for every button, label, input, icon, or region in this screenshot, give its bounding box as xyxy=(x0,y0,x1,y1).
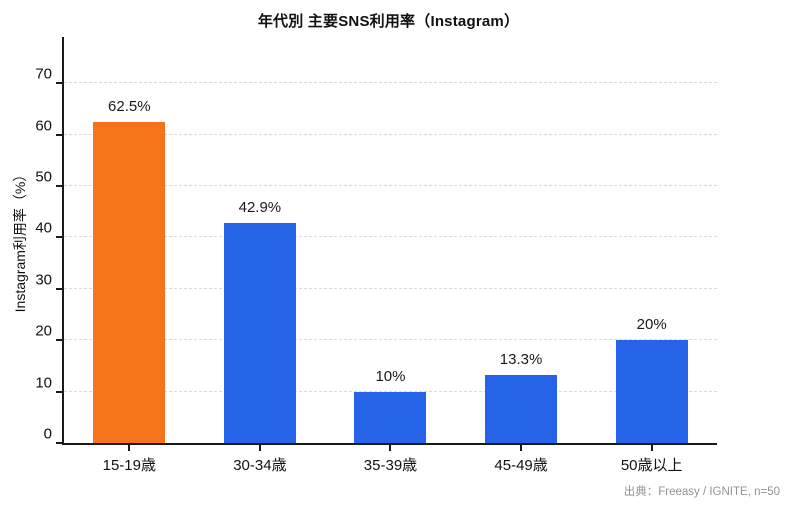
x-tick-label: 15-19歳 xyxy=(102,457,156,474)
x-axis-tick xyxy=(520,445,523,451)
gridline xyxy=(64,236,717,238)
y-axis-tick xyxy=(56,287,64,290)
x-tick-label: 30-34歳 xyxy=(233,457,287,474)
gridline xyxy=(64,185,717,187)
gridline xyxy=(64,287,717,289)
x-axis-tick xyxy=(650,445,653,451)
x-tick-label: 45-49歳 xyxy=(494,457,548,474)
y-axis-tick xyxy=(56,339,64,342)
source-note: 出典：Freeasy / IGNITE, n=50 xyxy=(623,486,780,498)
bar-value-label: 42.9% xyxy=(238,198,282,216)
y-tick-label: 20 xyxy=(35,322,52,340)
bar-value-label: 20% xyxy=(636,316,667,334)
x-tick-label: 35-39歳 xyxy=(363,457,418,474)
y-axis-tick xyxy=(56,236,64,239)
bar-slot: 13.3% 45-49歳 xyxy=(456,37,587,474)
x-axis-tick xyxy=(128,445,131,451)
y-tick-label: 30 xyxy=(35,271,52,289)
gridline xyxy=(64,339,717,341)
y-tick-label: 70 xyxy=(35,65,52,83)
gridline xyxy=(64,133,717,135)
bar-value-label: 62.5% xyxy=(108,97,151,115)
y-tick-label: 50 xyxy=(35,168,52,186)
bar-50歳以上 xyxy=(615,340,688,443)
plot-area: 0 10 20 30 40 50 60 70 62.5% 15-19歳 42.9% 30-34歳 10%… xyxy=(35,37,717,474)
bar-slot: 10% 35-39歳 xyxy=(325,37,456,474)
bar-15-19歳 xyxy=(93,121,166,443)
y-axis-tick xyxy=(56,185,64,188)
bars-container: 62.5% 15-19歳 42.9% 30-34歳 10% 35-39歳 13.3% 45-4… xyxy=(64,37,717,474)
bar-slot: 20% 50歳以上 xyxy=(586,37,717,474)
y-tick-label: 60 xyxy=(35,117,52,135)
bar-30-34歳 xyxy=(223,222,296,443)
y-axis-tick xyxy=(56,133,64,136)
gridline xyxy=(64,390,717,392)
bar-slot: 62.5% 15-19歳 xyxy=(64,37,195,474)
y-tick-label: 40 xyxy=(35,219,52,237)
x-axis-tick xyxy=(258,445,261,451)
y-axis-tick xyxy=(56,442,64,444)
y-axis-tick xyxy=(56,390,64,393)
y-axis-title: Instagram利用率（%） xyxy=(12,167,28,313)
bar-slot: 42.9% 30-34歳 xyxy=(195,37,326,474)
y-tick-label: 0 xyxy=(43,425,52,443)
y-axis-tick xyxy=(56,82,64,85)
bar-45-49歳 xyxy=(485,374,558,443)
x-axis-tick xyxy=(389,445,392,451)
bar-value-label: 13.3% xyxy=(499,350,543,368)
bar-35-39歳 xyxy=(354,391,427,443)
y-tick-label: 10 xyxy=(35,374,52,392)
x-tick-label: 50歳以上 xyxy=(620,457,683,474)
bar-value-label: 10% xyxy=(375,367,406,385)
chart-title: 年代別 主要SNS利用率（Instagram） xyxy=(257,13,520,30)
gridline xyxy=(64,82,717,84)
